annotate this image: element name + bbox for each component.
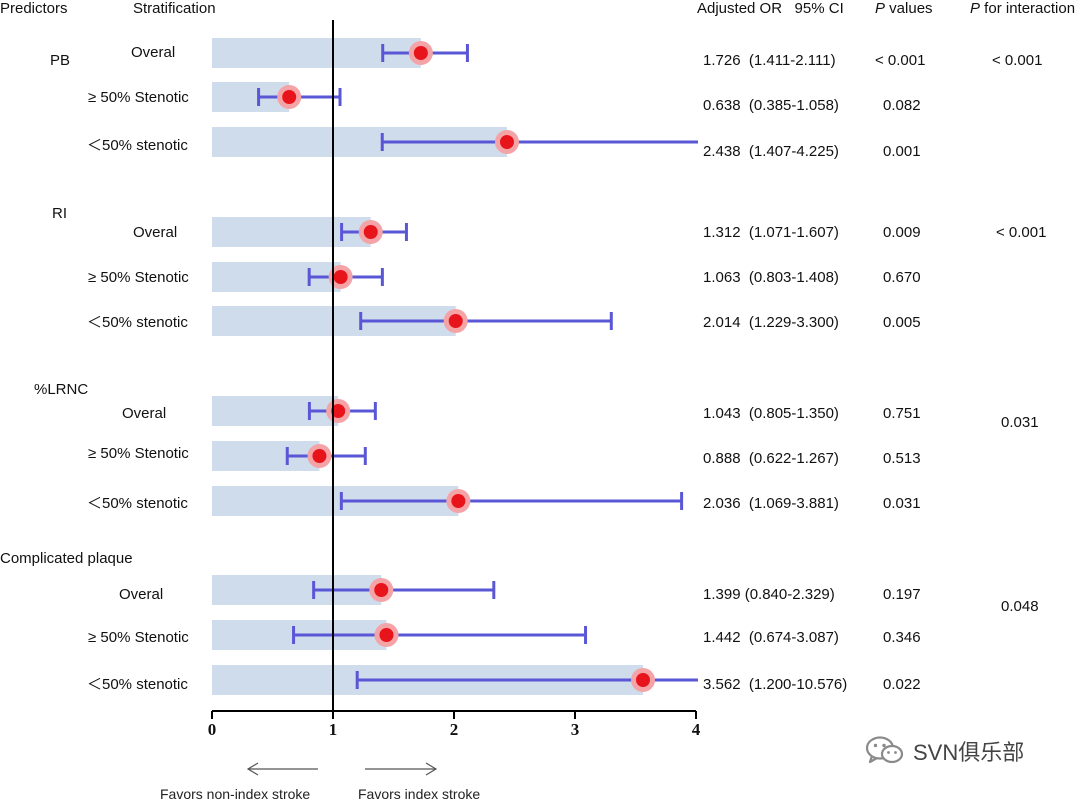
- wechat-icon: [865, 736, 904, 764]
- row-label: ＜50% stenotic: [87, 495, 188, 512]
- row-label: ＜50% stenotic: [87, 137, 188, 154]
- point-estimate: [413, 46, 428, 60]
- x-tick-label: 0: [207, 720, 217, 739]
- group-p-interaction: < 0.001: [996, 224, 1047, 241]
- row-p-value: 0.513: [883, 450, 921, 467]
- row-or-ci: 1.442 (0.674-3.087): [703, 629, 839, 646]
- header-stratification: Stratification: [133, 0, 216, 17]
- group-name-ri: RI: [52, 205, 67, 222]
- favors-right-arrow-head: [425, 762, 438, 776]
- forest-row-mark: [212, 38, 469, 68]
- row-or-ci: 1.726 (1.411-2.111): [703, 52, 836, 69]
- point-estimate: [312, 449, 327, 463]
- row-label: ≥ 50% Stenotic: [88, 89, 189, 106]
- row-p-value: 0.009: [883, 224, 921, 241]
- forest-row-mark: [212, 396, 377, 426]
- x-tick-label: 3: [570, 720, 580, 739]
- row-or-ci: 2.014 (1.229-3.300): [703, 314, 839, 331]
- forest-row-mark: [212, 127, 698, 157]
- row-label: ≥ 50% Stenotic: [88, 629, 189, 646]
- point-estimate: [374, 583, 389, 597]
- point-estimate: [451, 494, 466, 508]
- header-p-interaction: P for interaction: [970, 0, 1075, 18]
- point-estimate: [448, 314, 463, 328]
- group-p-interaction: 0.031: [1001, 414, 1039, 431]
- group-p-interaction: < 0.001: [992, 52, 1043, 69]
- forest-row-mark: [212, 441, 367, 471]
- group-name-pb: PB: [50, 52, 71, 69]
- row-label: Overal: [131, 44, 176, 61]
- row-p-value: 0.197: [883, 586, 921, 603]
- favors-left-label: Favors non-index stroke: [160, 786, 311, 802]
- row-or-ci: 1.312 (1.071-1.607): [703, 224, 839, 241]
- header-p-values-italic: P: [875, 0, 886, 17]
- header-predictors: Predictors: [0, 0, 68, 17]
- row-p-value: 0.346: [883, 629, 921, 646]
- header-p-values-rest: values: [885, 0, 933, 17]
- group-name-lrnc: %LRNC: [34, 381, 89, 398]
- x-tick-label: 1: [328, 720, 338, 739]
- row-or-ci: 3.562 (1.200-10.576): [703, 676, 848, 693]
- row-label: ＜50% stenotic: [87, 314, 188, 331]
- x-tick-label: 2: [449, 720, 459, 739]
- row-label: Overal: [133, 224, 178, 241]
- row-or-ci: 2.036 (1.069-3.881): [703, 495, 839, 512]
- row-p-value: 0.670: [883, 269, 921, 286]
- row-label: ≥ 50% Stenotic: [88, 445, 189, 462]
- row-label: ≥ 50% Stenotic: [88, 269, 189, 286]
- row-p-value: 0.001: [883, 143, 921, 160]
- favors-left-arrow-head: [246, 762, 259, 776]
- watermark-text: SVN俱乐部: [913, 740, 1025, 765]
- row-p-value: 0.005: [883, 314, 921, 331]
- forest-row-mark: [212, 306, 613, 336]
- header-p-interaction-italic: P: [970, 0, 981, 17]
- group-p-interaction: 0.048: [1001, 598, 1039, 615]
- point-estimate: [636, 673, 651, 687]
- x-tick-label: 4: [691, 720, 701, 739]
- header-or-ci: Adjusted OR 95% CI: [697, 0, 844, 17]
- group-name-complicated-plaque: Complicated plaque: [0, 550, 133, 567]
- row-or-ci: 1.043 (0.805-1.350): [703, 405, 839, 422]
- row-p-value: 0.022: [883, 676, 921, 693]
- forest-row-mark: [212, 575, 496, 605]
- forest-row-mark: [212, 665, 698, 695]
- row-or-ci: 1.063 (0.803-1.408): [703, 269, 839, 286]
- point-estimate: [282, 90, 297, 104]
- watermark: SVN俱乐部: [865, 735, 1024, 767]
- forest-row-mark: [212, 262, 384, 292]
- forest-row-mark: [212, 82, 342, 112]
- row-label: ＜50% stenotic: [87, 676, 188, 693]
- header-p-values: P values: [875, 0, 933, 18]
- forest-row-mark: [212, 620, 588, 650]
- forest-row-mark: [212, 486, 684, 516]
- row-p-value: 0.031: [883, 495, 921, 512]
- point-estimate: [333, 270, 348, 284]
- row-p-value: 0.751: [883, 405, 921, 422]
- row-or-ci: 0.638 (0.385-1.058): [703, 97, 839, 114]
- row-p-value: 0.082: [883, 97, 921, 114]
- row-p-value: < 0.001: [875, 52, 926, 69]
- row-or-ci: 0.888 (0.622-1.267): [703, 450, 839, 467]
- point-estimate: [363, 225, 378, 239]
- row-or-ci: 1.399 (0.840-2.329): [703, 586, 835, 603]
- point-estimate: [331, 404, 346, 418]
- row-label: Overal: [122, 405, 167, 422]
- row-label: Overal: [119, 586, 164, 603]
- header-p-interaction-rest: for interaction: [980, 0, 1076, 17]
- forest-row-mark: [212, 217, 408, 247]
- favors-right-label: Favors index stroke: [358, 786, 481, 802]
- row-or-ci: 2.438 (1.407-4.225): [703, 143, 839, 160]
- point-estimate: [499, 135, 514, 149]
- point-estimate: [379, 628, 394, 642]
